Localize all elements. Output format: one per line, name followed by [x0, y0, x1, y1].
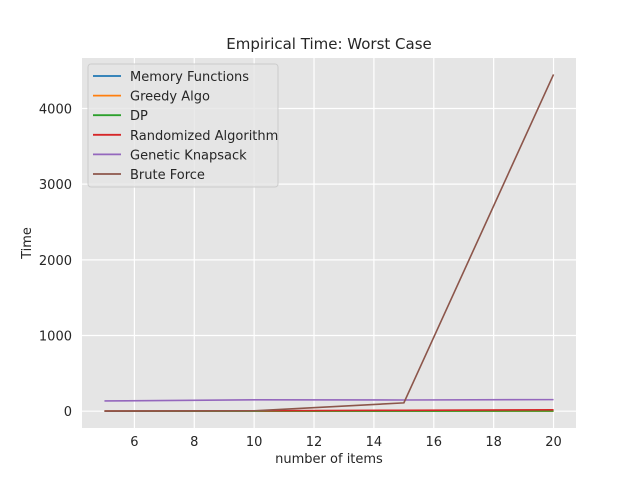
legend-box [87, 63, 279, 188]
y-tick-labels: 0 1000 2000 3000 4000 [39, 102, 72, 420]
x-tick-label: 6 [130, 435, 138, 450]
series-line-4 [104, 398, 554, 402]
legend-label: Genetic Knapsack [130, 148, 247, 163]
x-tick-labels: 6 8 10 12 14 16 18 20 [130, 435, 562, 450]
x-tick-label: 20 [545, 435, 562, 450]
x-axis-label: number of items [275, 452, 383, 467]
x-tick-label: 10 [246, 435, 263, 450]
x-tick-label: 16 [426, 435, 443, 450]
series-line-5 [104, 74, 555, 412]
x-tick-label: 8 [190, 435, 198, 450]
chart-title: Empirical Time: Worst Case [226, 35, 432, 53]
y-axis-label: Time [20, 227, 35, 260]
x-tick-label: 12 [306, 435, 323, 450]
legend-label: Memory Functions [130, 70, 249, 85]
legend-label: Brute Force [130, 168, 205, 183]
x-tick-label: 18 [485, 435, 502, 450]
series-group [104, 74, 555, 412]
y-tick-label: 1000 [39, 330, 72, 345]
y-tick-label: 2000 [39, 254, 72, 269]
legend-label: DP [130, 109, 148, 124]
y-tick-label: 4000 [39, 102, 72, 117]
legend: Memory Functions Greedy Algo DP Randomized … [87, 63, 279, 188]
y-tick-label: 3000 [39, 178, 72, 193]
x-tick-label: 14 [366, 435, 383, 450]
y-tick-label: 0 [64, 405, 72, 420]
legend-label: Randomized Algorithm [130, 129, 278, 144]
legend-label: Greedy Algo [130, 90, 210, 105]
